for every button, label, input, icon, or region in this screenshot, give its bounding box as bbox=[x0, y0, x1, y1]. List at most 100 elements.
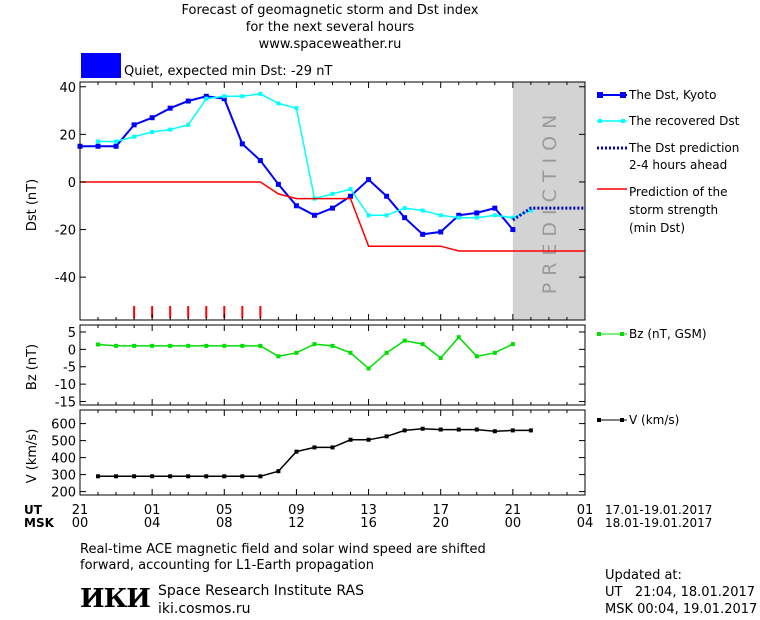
data-point-dst-0-8 bbox=[221, 96, 227, 102]
data-point-v-0-1 bbox=[114, 474, 119, 479]
data-point-dst-0-2 bbox=[113, 143, 119, 149]
data-point-bz-0-0 bbox=[96, 342, 101, 347]
ut-tick-label: 09 bbox=[288, 503, 305, 518]
ut-tick-label: 01 bbox=[577, 503, 594, 518]
data-point-v-0-4 bbox=[168, 474, 173, 479]
updated-msk: MSK 00:04, 19.01.2017 bbox=[605, 602, 758, 617]
msk-tick-label: 04 bbox=[577, 516, 594, 531]
data-point-dst-0-1 bbox=[95, 143, 101, 149]
y-tick-label-v: 300 bbox=[51, 469, 76, 484]
data-point-v-0-18 bbox=[420, 426, 425, 431]
y-tick-label-bz: -5 bbox=[63, 361, 76, 376]
data-point-v-0-20 bbox=[456, 427, 461, 432]
data-point-v-0-19 bbox=[438, 427, 443, 432]
data-point-bz-0-2 bbox=[132, 343, 137, 348]
chart-title-url[interactable]: www.spaceweather.ru bbox=[258, 37, 402, 52]
data-point-dst-0-20 bbox=[438, 229, 444, 235]
legend: The Dst, Kyoto The recovered Dst The Dst… bbox=[597, 88, 740, 427]
msk-tick-label: 20 bbox=[432, 516, 449, 531]
updated-label: Updated at: bbox=[605, 568, 682, 583]
data-point-bz-0-22 bbox=[492, 350, 497, 355]
y-tick-label-dst: 0 bbox=[68, 176, 76, 191]
msk-date-range: 18.01-19.01.2017 bbox=[605, 516, 712, 530]
institute-site[interactable]: iki.cosmos.ru bbox=[158, 601, 251, 617]
status-swatch bbox=[81, 53, 121, 78]
data-point-dst-0-9 bbox=[239, 141, 245, 147]
data-point-dst-0-21 bbox=[456, 212, 462, 218]
data-point-dst-1-13 bbox=[330, 191, 335, 196]
series-line-dst-3 bbox=[80, 181, 585, 252]
y-tick-label-bz: -10 bbox=[55, 378, 76, 393]
v-ylabel: V (km/s) bbox=[25, 429, 40, 484]
chart-title-line1: Forecast of geomagnetic storm and Dst in… bbox=[181, 3, 479, 18]
msk-tick-label: 04 bbox=[144, 516, 161, 531]
data-point-dst-0-6 bbox=[185, 98, 191, 104]
data-point-dst-1-9 bbox=[258, 91, 263, 96]
msk-tick-label: 12 bbox=[288, 516, 305, 531]
series-line-bz-0 bbox=[97, 336, 514, 370]
data-point-dst-0-18 bbox=[402, 215, 408, 221]
data-point-bz-0-11 bbox=[294, 350, 299, 355]
data-point-bz-0-5 bbox=[186, 343, 191, 348]
data-point-v-0-23 bbox=[510, 428, 515, 433]
data-point-v-0-17 bbox=[402, 428, 407, 433]
data-point-dst-0-11 bbox=[275, 181, 281, 187]
v-panel-frame bbox=[79, 409, 586, 496]
data-point-v-0-12 bbox=[312, 445, 317, 450]
bz-panel-frame bbox=[79, 324, 586, 406]
data-point-bz-0-9 bbox=[258, 343, 263, 348]
institute-name: Space Research Institute RAS bbox=[158, 583, 364, 599]
data-point-dst-0-10 bbox=[257, 158, 263, 164]
y-tick-label-dst: 20 bbox=[59, 128, 76, 143]
data-point-bz-0-18 bbox=[420, 342, 425, 347]
data-point-dst-1-22 bbox=[492, 213, 497, 218]
legend-prediction-line1: The Dst prediction bbox=[628, 141, 739, 155]
data-point-bz-0-10 bbox=[276, 354, 281, 359]
prediction-label: PREDICTION bbox=[539, 108, 561, 295]
data-point-dst-1-10 bbox=[276, 101, 281, 106]
y-tick-label-v: 200 bbox=[51, 486, 76, 501]
msk-tick-label: 08 bbox=[216, 516, 233, 531]
data-point-dst-0-16 bbox=[366, 177, 372, 183]
ut-tick-label: 17 bbox=[432, 503, 449, 518]
data-point-bz-0-19 bbox=[438, 356, 443, 361]
footer-note-line1: Real-time ACE magnetic field and solar w… bbox=[80, 542, 486, 557]
y-tick-label-bz: 5 bbox=[68, 326, 76, 341]
data-point-dst-1-19 bbox=[438, 213, 443, 218]
data-point-bz-0-6 bbox=[204, 343, 209, 348]
legend-bz: Bz (nT, GSM) bbox=[629, 327, 707, 341]
data-point-bz-0-17 bbox=[402, 338, 407, 343]
data-point-bz-0-4 bbox=[168, 343, 173, 348]
legend-strength-line2: storm strength bbox=[629, 203, 718, 217]
y-tick-label-v: 400 bbox=[51, 452, 76, 467]
data-point-dst-1-17 bbox=[402, 206, 407, 211]
data-point-dst-0-15 bbox=[348, 193, 354, 199]
data-point-bz-0-3 bbox=[150, 343, 155, 348]
data-point-dst-1-14 bbox=[348, 187, 353, 192]
data-point-dst-1-23 bbox=[510, 215, 515, 220]
data-point-dst-0-5 bbox=[167, 105, 173, 111]
data-point-v-0-24 bbox=[528, 428, 533, 433]
data-point-v-0-22 bbox=[492, 429, 497, 434]
data-point-dst-1-24 bbox=[528, 208, 533, 213]
data-point-dst-0-19 bbox=[420, 231, 426, 237]
data-point-v-0-10 bbox=[276, 469, 281, 474]
data-point-v-0-5 bbox=[186, 474, 191, 479]
data-point-v-0-13 bbox=[330, 445, 335, 450]
data-point-dst-0-13 bbox=[311, 212, 317, 218]
legend-v: V (km/s) bbox=[629, 413, 679, 427]
forecast-chart: Dst (nT) Bz (nT) V (km/s) PREDICTION -40… bbox=[24, 81, 740, 531]
data-point-v-0-7 bbox=[222, 474, 227, 479]
y-tick-label-v: 600 bbox=[51, 418, 76, 433]
data-point-dst-0-14 bbox=[330, 205, 335, 211]
data-point-bz-0-7 bbox=[222, 343, 227, 348]
msk-axis-label: MSK bbox=[24, 516, 55, 530]
data-point-dst-0-4 bbox=[149, 115, 155, 121]
footer-note-line2: forward, accounting for L1-Earth propaga… bbox=[80, 558, 374, 573]
data-point-v-0-21 bbox=[474, 427, 479, 432]
data-point-dst-1-11 bbox=[294, 106, 299, 111]
data-point-v-0-3 bbox=[150, 474, 155, 479]
legend-strength-line1: Prediction of the bbox=[629, 185, 728, 199]
ut-tick-label: 13 bbox=[360, 503, 377, 518]
data-point-dst-1-18 bbox=[420, 208, 425, 213]
